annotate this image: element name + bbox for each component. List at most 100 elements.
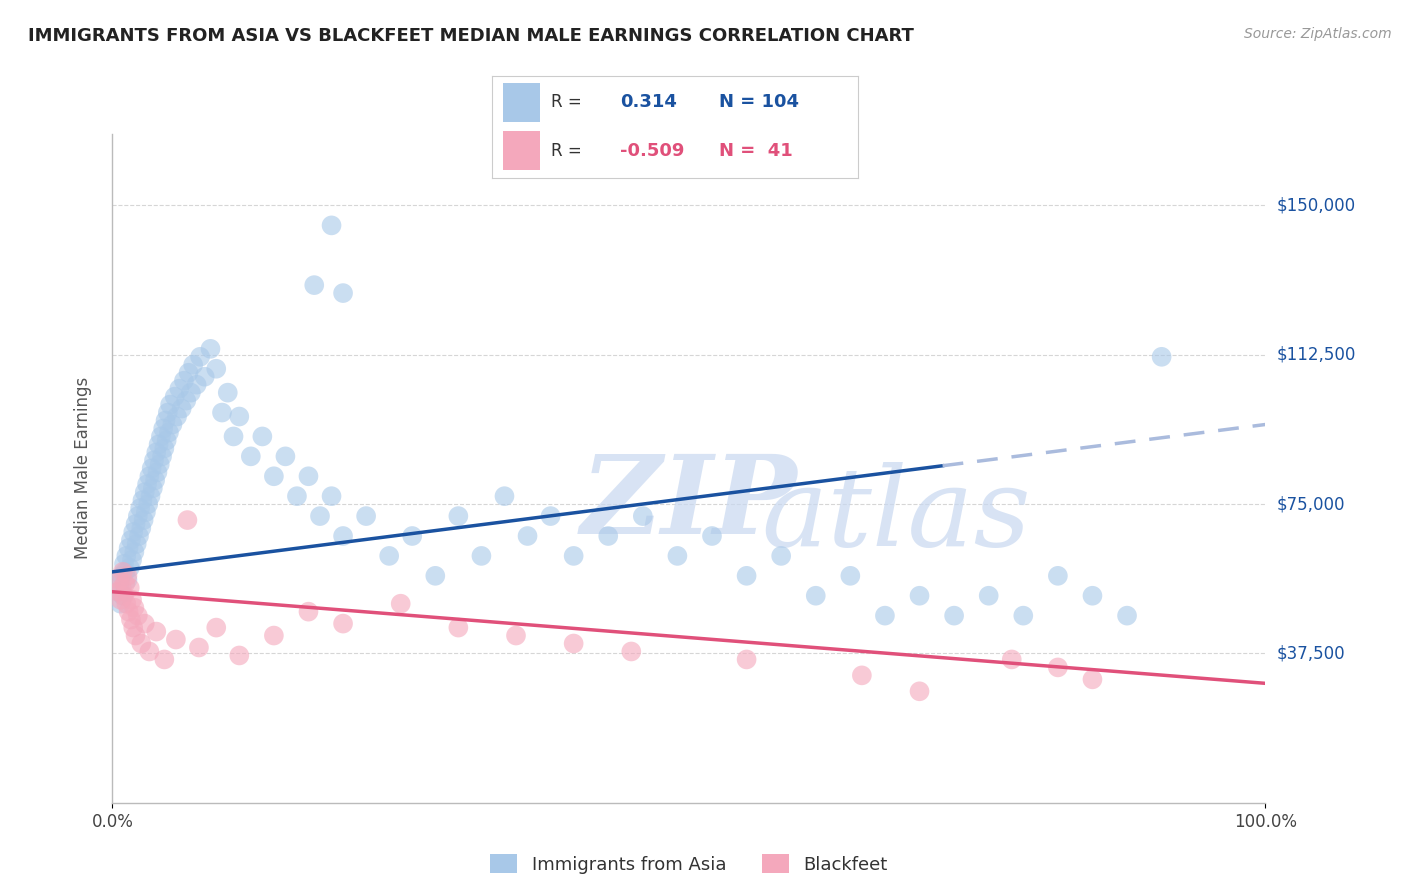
Point <box>112 557 135 571</box>
Point <box>943 608 966 623</box>
Point <box>505 628 527 642</box>
Point <box>200 342 222 356</box>
Point <box>124 545 146 559</box>
Point <box>516 529 538 543</box>
Point <box>152 421 174 435</box>
Point <box>114 576 136 591</box>
Point <box>146 465 169 479</box>
Point <box>332 616 354 631</box>
Point <box>263 628 285 642</box>
Point <box>217 385 239 400</box>
Point <box>274 450 297 464</box>
Point <box>205 361 228 376</box>
Text: $112,500: $112,500 <box>1277 346 1357 364</box>
Point <box>977 589 1000 603</box>
Text: IMMIGRANTS FROM ASIA VS BLACKFEET MEDIAN MALE EARNINGS CORRELATION CHART: IMMIGRANTS FROM ASIA VS BLACKFEET MEDIAN… <box>28 27 914 45</box>
Point <box>770 549 793 563</box>
Point <box>131 493 153 508</box>
Point <box>153 652 176 666</box>
Text: R =: R = <box>551 142 581 160</box>
Point <box>908 684 931 698</box>
Point <box>121 553 143 567</box>
Point <box>163 390 186 404</box>
Point <box>139 489 162 503</box>
Point <box>908 589 931 603</box>
Point <box>115 549 138 563</box>
Point <box>111 581 134 595</box>
Point <box>129 636 153 650</box>
Point <box>108 576 131 591</box>
Text: N = 104: N = 104 <box>718 94 799 112</box>
Point <box>120 533 142 547</box>
Point <box>155 413 177 427</box>
Point <box>1150 350 1173 364</box>
Point <box>252 429 274 443</box>
Point <box>148 437 170 451</box>
Point <box>176 513 198 527</box>
Point <box>138 644 160 658</box>
Point <box>107 584 129 599</box>
Point <box>332 286 354 301</box>
Point <box>332 529 354 543</box>
Point <box>447 621 470 635</box>
Point <box>136 497 159 511</box>
Point <box>173 374 195 388</box>
Point <box>162 417 184 432</box>
Point <box>205 621 228 635</box>
Text: $75,000: $75,000 <box>1277 495 1346 513</box>
Point <box>354 509 377 524</box>
Point <box>125 537 148 551</box>
Point <box>447 509 470 524</box>
Point <box>186 377 208 392</box>
Point <box>143 473 166 487</box>
Point <box>134 616 156 631</box>
Point <box>562 549 585 563</box>
Point <box>129 501 152 516</box>
Point <box>124 517 146 532</box>
Point <box>839 569 862 583</box>
Point <box>562 636 585 650</box>
Point <box>470 549 492 563</box>
Point <box>1116 608 1139 623</box>
Point <box>149 458 172 472</box>
Point <box>194 369 217 384</box>
Point <box>401 529 423 543</box>
Point <box>1081 673 1104 687</box>
Point <box>108 573 131 587</box>
Point <box>159 398 181 412</box>
Point <box>112 589 135 603</box>
Point <box>1081 589 1104 603</box>
Point <box>321 219 343 233</box>
Point <box>124 600 146 615</box>
Point <box>124 628 146 642</box>
Point <box>127 608 149 623</box>
Point <box>149 429 172 443</box>
Point <box>540 509 562 524</box>
Text: ZIP: ZIP <box>581 450 797 558</box>
Point <box>165 632 187 647</box>
Point <box>425 569 447 583</box>
Point <box>309 509 332 524</box>
Point <box>239 450 262 464</box>
Point <box>378 549 401 563</box>
Point <box>156 406 179 420</box>
Point <box>297 469 319 483</box>
Point <box>111 589 134 603</box>
Text: R =: R = <box>551 94 581 112</box>
Point <box>735 652 758 666</box>
Point <box>115 597 138 611</box>
Point <box>1046 569 1069 583</box>
Point <box>136 477 159 491</box>
Point <box>122 621 145 635</box>
Point <box>134 485 156 500</box>
Point <box>188 640 211 655</box>
Point <box>117 541 139 555</box>
Point <box>121 592 143 607</box>
Point <box>156 434 179 448</box>
Point <box>117 573 139 587</box>
Point <box>285 489 308 503</box>
Point <box>304 278 326 293</box>
Point <box>222 429 245 443</box>
Point <box>129 521 153 535</box>
Point <box>107 584 129 599</box>
